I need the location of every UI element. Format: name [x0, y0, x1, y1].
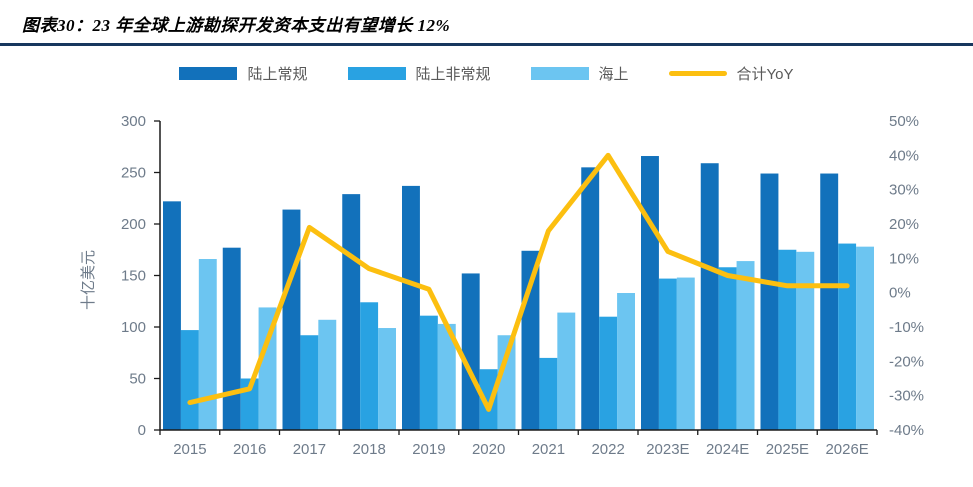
bar-海上-2019 [437, 323, 456, 430]
bar-陆上非常规-2021 [539, 357, 558, 430]
bar-海上-2015 [198, 259, 217, 430]
bar-陆上常规-2019 [402, 185, 420, 430]
bar-陆上常规-2020 [461, 273, 480, 430]
total-yoy-line [187, 152, 850, 412]
x-axis-label-2017: 2017 [293, 441, 326, 458]
left-axis-tick-label: 0 [138, 422, 146, 439]
bar-海上-2018 [378, 328, 396, 430]
title-divider [0, 43, 973, 46]
bar-陆上常规-2015 [163, 201, 181, 430]
x-axis-label-2020: 2020 [472, 441, 505, 458]
bar-海上-2024E [736, 261, 755, 430]
bar-陆上常规-2018 [342, 194, 361, 430]
figure-page: 图表30：23 年全球上游勘探开发资本支出有望增长 12% 陆上常规 陆上非常规… [0, 11, 973, 487]
left-axis-title: 十亿美元 [80, 250, 97, 310]
x-axis-label-2023E: 2023E [646, 441, 689, 458]
legend-label: 陆上非常规 [415, 65, 491, 83]
bar-陆上非常规-2018 [360, 302, 379, 430]
chart-canvas: 0 50 100 150 200 250 300 50% 40% 30% 20% 10% 0% -10% -… [80, 113, 924, 458]
x-axis-label-2024E: 2024E [706, 441, 749, 458]
offshore-swatch-icon [530, 66, 589, 80]
total-yoy-line-swatch-icon [668, 70, 727, 76]
onshore-unconventional-swatch-icon [347, 66, 406, 80]
bar-陆上常规-2016 [222, 247, 241, 430]
left-axis-tick-label: 150 [121, 268, 146, 285]
left-axis-tick-label: 100 [121, 319, 146, 336]
legend-item-offshore: 海上 [530, 63, 629, 84]
right-axis-tick-label: 10% [889, 250, 919, 267]
legend-label: 陆上常规 [247, 65, 308, 83]
right-axis-tick-label: 40% [889, 147, 919, 164]
x-axis-label-2022: 2022 [591, 441, 624, 458]
legend-label: 合计YoY [736, 65, 794, 83]
left-axis-tick-label: 50 [129, 371, 146, 388]
legend-item-onshore-unconventional: 陆上非常规 [347, 63, 491, 84]
bar-陆上常规-2024E [700, 163, 719, 430]
bar-陆上常规-2025E [760, 173, 779, 430]
right-axis-tick-label: 0% [889, 285, 911, 302]
onshore-conventional-swatch-icon [179, 66, 238, 80]
x-axis-label-2016: 2016 [233, 441, 266, 458]
right-axis-tick-label: -10% [889, 319, 924, 336]
x-axis-label-2026E: 2026E [825, 441, 868, 458]
chart-legend: 陆上常规 陆上非常规 海上 合计YoY [0, 61, 973, 85]
x-axis-label-2019: 2019 [412, 441, 445, 458]
bar-陆上非常规-2025E [778, 249, 797, 430]
bar-陆上常规-2023E [641, 156, 659, 430]
bar-陆上常规-2026E [820, 173, 839, 430]
x-axis-label-2021: 2021 [532, 441, 565, 458]
bar-陆上非常规-2020 [479, 369, 498, 430]
x-axis-label-2025E: 2025E [766, 441, 809, 458]
right-axis-tick-label: -30% [889, 388, 924, 405]
left-axis-tick-label: 200 [121, 216, 146, 233]
figure-title: 图表30：23 年全球上游勘探开发资本支出有望增长 12% [22, 16, 451, 35]
legend-item-onshore-conventional: 陆上常规 [179, 63, 308, 84]
legend-item-total-yoy: 合计YoY [668, 63, 794, 84]
right-axis-tick-label: 30% [889, 182, 919, 199]
bar-陆上非常规-2026E [838, 243, 857, 430]
bar-陆上非常规-2017 [300, 335, 319, 430]
bar-海上-2016 [258, 307, 277, 430]
bar-海上-2025E [796, 251, 815, 430]
left-axis-tick-label: 300 [121, 113, 146, 130]
bar-海上-2021 [557, 312, 576, 430]
right-axis-tick-label: 20% [889, 216, 919, 233]
bar-陆上非常规-2024E [718, 267, 737, 430]
x-axis-label-2018: 2018 [352, 441, 385, 458]
bar-陆上常规-2022 [581, 167, 600, 430]
right-axis-tick-label: -40% [889, 422, 924, 439]
x-axis-label-2015: 2015 [173, 441, 206, 458]
legend-label: 海上 [598, 65, 629, 83]
right-axis-tick-label: -20% [889, 353, 924, 370]
bar-陆上非常规-2015 [180, 330, 199, 430]
bar-陆上非常规-2019 [419, 315, 438, 430]
right-axis-tick-label: 50% [889, 113, 919, 130]
bar-海上-2017 [318, 319, 337, 430]
bar-海上-2026E [856, 246, 874, 430]
bar-陆上非常规-2023E [658, 278, 677, 430]
bar-海上-2022 [617, 293, 635, 430]
bar-海上-2023E [676, 277, 695, 430]
bar-海上-2020 [497, 335, 516, 430]
bar-陆上非常规-2022 [599, 316, 618, 430]
bar-陆上常规-2017 [282, 209, 301, 430]
left-axis-tick-label: 250 [121, 165, 146, 182]
